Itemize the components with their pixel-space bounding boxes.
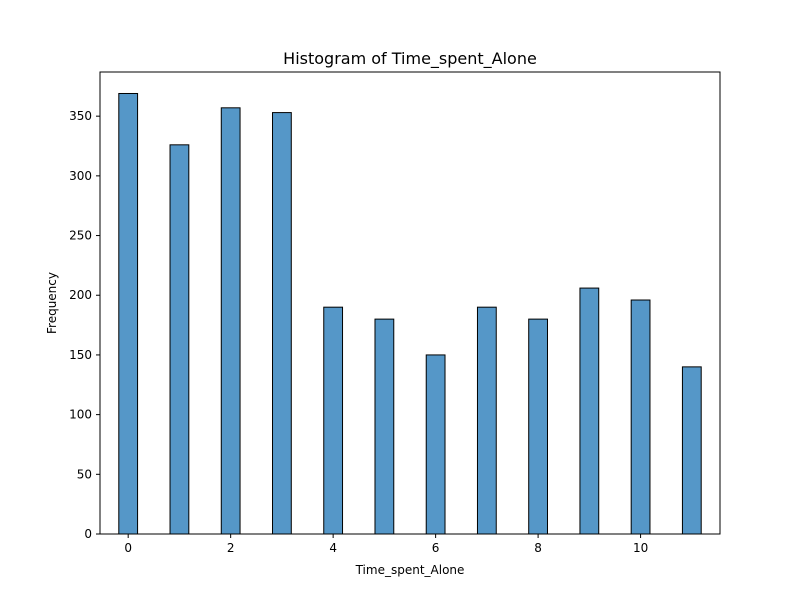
- histogram-bar: [272, 112, 292, 535]
- histogram-bar: [118, 92, 139, 535]
- chart-title: Histogram of Time_spent_Alone: [283, 49, 537, 69]
- x-tick-label: 6: [432, 541, 440, 555]
- x-axis-ticks: 0 2 4 6 8 10: [124, 534, 648, 555]
- histogram-bar: [528, 318, 548, 535]
- histogram-bar: [681, 366, 702, 535]
- y-axis-label: Frequency: [45, 272, 59, 334]
- histogram-bar: [323, 306, 344, 535]
- histogram-bar: [425, 354, 446, 535]
- y-tick-label: 200: [69, 288, 92, 302]
- x-axis-label: Time_spent_Alone: [355, 563, 465, 577]
- y-tick-label: 150: [69, 348, 92, 362]
- bars-layer: [118, 92, 702, 535]
- histogram-bar: [169, 144, 190, 535]
- y-tick-label: 350: [69, 109, 92, 123]
- histogram-bar: [374, 318, 395, 535]
- y-axis-ticks: 0 50 100 150 200 250 300 350: [69, 109, 100, 541]
- plot-area-frame: [99, 71, 721, 535]
- x-tick-label: 8: [534, 541, 542, 555]
- histogram-bar: [630, 299, 651, 535]
- y-tick-label: 300: [69, 169, 92, 183]
- x-tick-label: 10: [633, 541, 648, 555]
- y-tick-label: 250: [69, 229, 92, 243]
- histogram-bar: [476, 306, 497, 535]
- histogram-bar: [579, 287, 600, 535]
- x-tick-label: 0: [124, 541, 132, 555]
- y-tick-label: 50: [77, 467, 92, 481]
- x-tick-label: 4: [329, 541, 337, 555]
- y-tick-label: 100: [69, 408, 92, 422]
- x-tick-label: 2: [227, 541, 235, 555]
- y-tick-label: 0: [84, 527, 92, 541]
- histogram-bar: [220, 107, 241, 535]
